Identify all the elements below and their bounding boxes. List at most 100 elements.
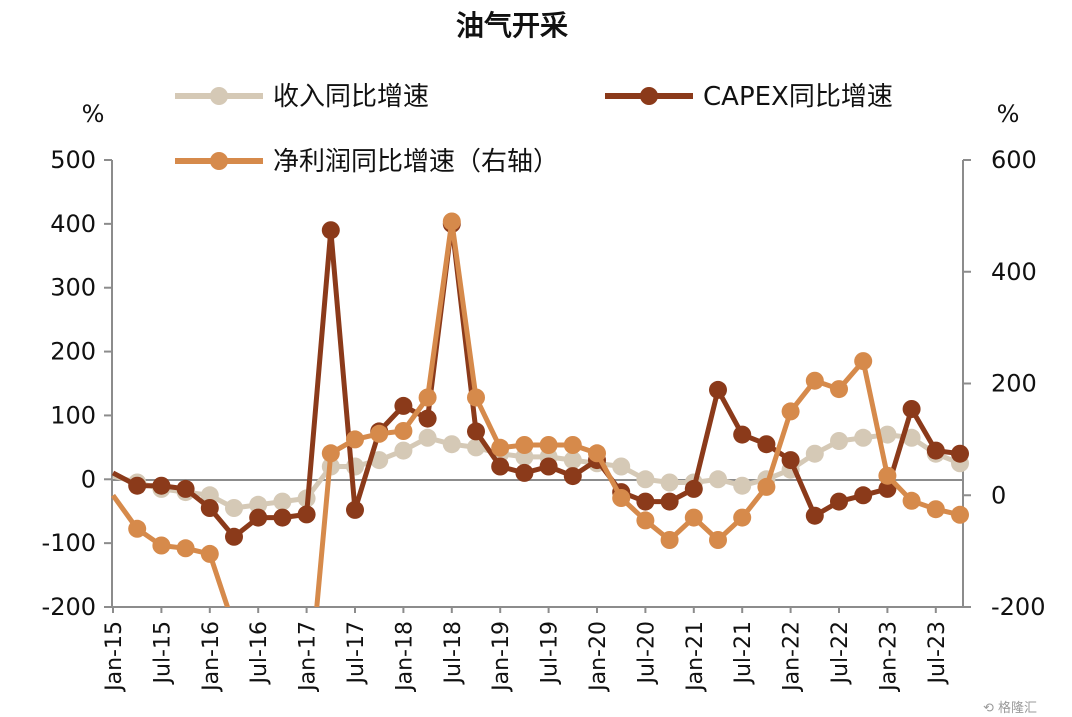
series-3-point (733, 508, 752, 527)
series-3-point (539, 436, 558, 454)
x-tick-label: Jan-18 (392, 621, 417, 693)
series-2-point (733, 425, 752, 444)
x-tick-label: Jul-21 (731, 621, 756, 685)
left-tick-label: 300 (50, 274, 96, 302)
series-3-point (830, 380, 848, 399)
left-tick-label: 500 (50, 146, 96, 174)
right-tick-label: 600 (991, 146, 1037, 174)
series-2-point (418, 409, 437, 428)
legend-swatch-marker (210, 152, 228, 170)
series-2-point (249, 508, 268, 527)
series-2-point (321, 221, 340, 240)
x-tick-label: Jul-19 (538, 621, 563, 685)
legend-item-1: 收入同比增速 (175, 82, 429, 112)
series-3-point (636, 511, 655, 530)
series-3-point (128, 519, 147, 538)
legend-label: 收入同比增速 (273, 82, 429, 112)
series-2-point (805, 506, 824, 525)
series-3-point (854, 352, 873, 371)
series-3-point (394, 422, 413, 440)
chart-title: 油气开采 (456, 9, 568, 42)
series-2-point (757, 435, 776, 454)
x-tick-label: Jan-19 (489, 621, 514, 693)
series-2-point (902, 400, 921, 418)
x-tick-label: Jul-20 (634, 621, 659, 685)
series-3-point (684, 508, 703, 527)
series-2 (111, 214, 969, 546)
series-1-point (660, 473, 679, 492)
series-2-point (830, 492, 848, 511)
x-tick-label: Jul-18 (441, 621, 466, 685)
series-3-point (418, 388, 437, 407)
series-3-point (467, 388, 485, 407)
series-3-point (926, 500, 945, 519)
x-tick-label: Jan-16 (199, 621, 224, 693)
series-1-point (418, 428, 437, 447)
series-3-point (200, 544, 219, 563)
series-2-point (684, 479, 703, 498)
series-line-2 (111, 221, 961, 540)
right-axis-unit: % (997, 100, 1020, 128)
series-3-point (515, 436, 534, 454)
series-2-point (781, 451, 800, 470)
series-3-point (176, 539, 195, 558)
series-1-point (200, 486, 219, 505)
series-2-point (467, 422, 485, 441)
series-1-point (709, 470, 727, 489)
x-tick-label: Jul-15 (150, 621, 175, 685)
series-2-point (539, 457, 558, 476)
plot-area (110, 212, 969, 607)
series-3-point (709, 531, 727, 549)
series-2-point (394, 396, 413, 415)
series-2-point (200, 499, 219, 517)
left-axis-unit: % (82, 100, 105, 128)
series-2-point (491, 457, 510, 476)
series-3-point (902, 491, 921, 510)
x-tick-label: Jul-23 (925, 621, 950, 685)
left-tick-label: 400 (50, 210, 96, 238)
series-3-point (370, 424, 389, 443)
legend-item-2: CAPEX同比增速 (605, 82, 893, 112)
series-3 (110, 212, 969, 607)
series-3-point (781, 402, 800, 421)
series-1-point (854, 428, 873, 447)
left-tick-label: -100 (42, 529, 96, 557)
series-2-point (709, 380, 727, 399)
series-2-point (225, 527, 243, 546)
left-tick-label: -200 (42, 593, 96, 621)
x-tick-label: Jan-17 (296, 621, 321, 693)
left-tick-label: 200 (50, 338, 96, 366)
x-tick-label: Jan-15 (102, 621, 127, 693)
x-tick-label: Jan-22 (780, 621, 805, 693)
series-3-point (491, 438, 510, 457)
series-2-point (273, 508, 292, 527)
series-1-point (878, 425, 897, 444)
legend-swatch-marker (210, 87, 228, 105)
series-1-point (370, 451, 389, 470)
series-2-point (515, 463, 534, 482)
left-tick-label: 0 (81, 465, 96, 493)
x-tick-label: Jan-20 (586, 621, 611, 693)
x-tick-label: Jul-17 (344, 621, 369, 685)
series-3-point (612, 489, 631, 507)
series-2-point (636, 492, 655, 511)
series-3-point (660, 531, 679, 549)
series-1-point (902, 428, 921, 447)
series-2-point (926, 441, 945, 460)
series-1-point (249, 495, 268, 514)
legend-label: CAPEX同比增速 (703, 82, 893, 112)
series-3-point (563, 436, 582, 454)
series-2-point (563, 467, 582, 486)
series-3-point (757, 477, 776, 496)
series-1-point (636, 470, 655, 489)
series-1-point (830, 432, 848, 450)
series-3-point (588, 444, 606, 463)
series-3-point (442, 212, 461, 231)
legend-label: 净利润同比增速（右轴） (273, 147, 559, 177)
left-tick-label: 100 (50, 401, 96, 429)
series-1-point (563, 451, 582, 470)
series-1-point (467, 438, 485, 457)
